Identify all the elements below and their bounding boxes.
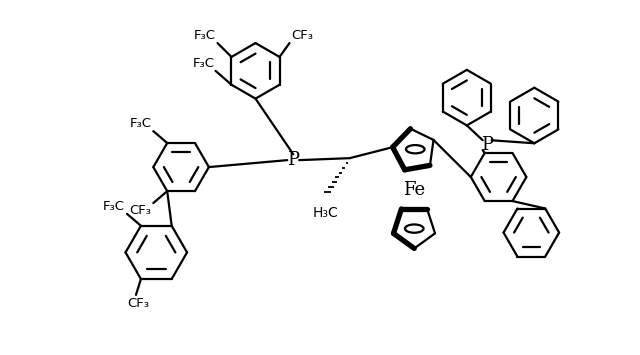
Text: CF₃: CF₃ bbox=[129, 204, 151, 217]
Text: P: P bbox=[481, 136, 493, 154]
Text: F₃C: F₃C bbox=[129, 117, 151, 130]
Text: CF₃: CF₃ bbox=[291, 29, 314, 42]
Text: Fe: Fe bbox=[403, 181, 426, 199]
Text: F₃C: F₃C bbox=[103, 200, 125, 213]
Text: F₃C: F₃C bbox=[193, 29, 216, 42]
Text: CF₃: CF₃ bbox=[127, 297, 149, 310]
Text: F₃C: F₃C bbox=[193, 57, 214, 70]
Text: H₃C: H₃C bbox=[313, 206, 339, 220]
Text: P: P bbox=[287, 151, 300, 169]
